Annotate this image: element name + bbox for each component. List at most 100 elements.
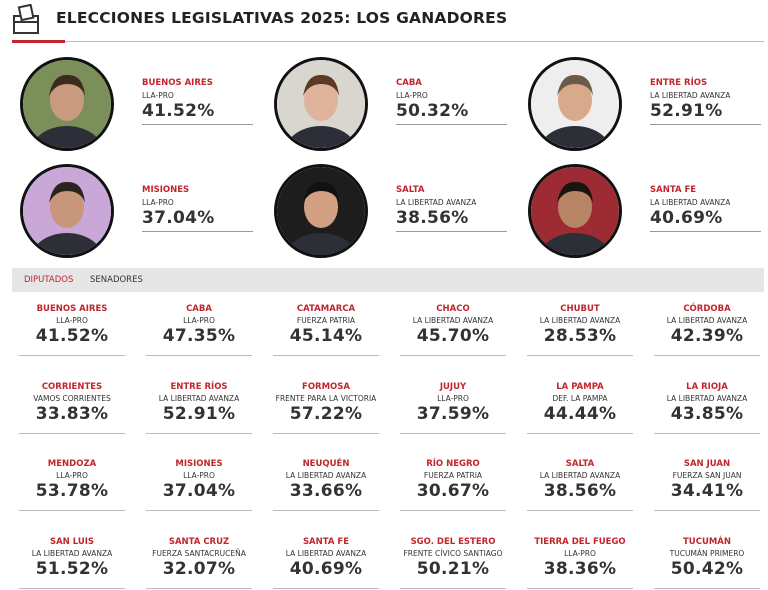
province: SANTA CRUZ: [168, 536, 230, 547]
separator: [654, 432, 760, 434]
party: LA LIBERTAD AVANZA: [31, 548, 113, 558]
result-cell: SANTA FE LA LIBERTAD AVANZA 40.69%: [266, 537, 386, 589]
separator: [527, 432, 633, 434]
separator: [400, 510, 506, 511]
percentage: 43.85%: [670, 403, 744, 424]
province: SAN LUIS: [49, 536, 95, 547]
featured-card: BUENOS AIRES LLA-PRO 41.52%: [20, 57, 260, 157]
percentage: 37.04%: [142, 208, 215, 228]
province: MENDOZA: [47, 459, 97, 469]
featured-card: SALTA LA LIBERTAD AVANZA 38.56%: [274, 164, 514, 264]
party: FUERZA SANTACRUCEÑA: [152, 548, 246, 558]
province: SAN JUAN: [683, 459, 731, 469]
party: LLA-PRO: [142, 198, 174, 207]
portrait: [274, 164, 368, 258]
result-cell: CÓRDOBA LA LIBERTAD AVANZA 42.39%: [647, 304, 767, 356]
percentage: 37.59%: [416, 403, 490, 424]
party: LLA-PRO: [183, 471, 215, 480]
result-cell: NEUQUÉN LA LIBERTAD AVANZA 33.66%: [266, 459, 386, 511]
result-cell: JUJUY LLA-PRO 37.59%: [393, 382, 513, 434]
separator: [146, 432, 252, 434]
result-cell: FORMOSA FRENTE PARA LA VICTORIA 57.22%: [266, 382, 386, 434]
province: FORMOSA: [302, 381, 350, 392]
portrait-image: [531, 167, 619, 255]
party: TUCUMÁN PRIMERO: [669, 548, 745, 558]
percentage: 42.39%: [670, 326, 744, 346]
tab[interactable]: DIPUTADOS: [24, 275, 74, 285]
result-cell: TIERRA DEL FUEGO LLA-PRO 38.36%: [520, 537, 640, 589]
percentage: 38.56%: [543, 481, 617, 501]
party: LA LIBERTAD AVANZA: [285, 548, 367, 558]
portrait-image: [23, 60, 111, 148]
province: RÍO NEGRO: [426, 459, 480, 469]
header-rule: [12, 41, 764, 42]
separator: [146, 587, 252, 589]
tab[interactable]: SENADORES: [90, 275, 143, 285]
result-cell: SALTA LA LIBERTAD AVANZA 38.56%: [520, 459, 640, 511]
separator: [650, 124, 761, 125]
province: CORRIENTES: [41, 381, 103, 392]
result-cell: CHACO LA LIBERTAD AVANZA 45.70%: [393, 304, 513, 356]
party: LA LIBERTAD AVANZA: [666, 316, 748, 325]
province: CHUBUT: [560, 304, 600, 314]
separator: [142, 124, 253, 125]
ballot-icon: [13, 4, 39, 34]
party: DEF. LA PAMPA: [552, 393, 608, 403]
province: CATAMARCA: [296, 304, 356, 314]
party: FUERZA PATRIA: [423, 471, 483, 480]
province: ENTRE RÍOS: [170, 381, 228, 392]
separator: [19, 432, 125, 434]
portrait-image: [531, 60, 619, 148]
party: LA LIBERTAD AVANZA: [650, 91, 731, 100]
separator: [527, 510, 633, 511]
percentage: 38.36%: [543, 558, 617, 579]
separator: [650, 231, 761, 232]
featured-card: SANTA FE LA LIBERTAD AVANZA 40.69%: [528, 164, 768, 264]
separator: [19, 355, 125, 356]
separator: [19, 587, 125, 589]
party: LA LIBERTAD AVANZA: [412, 316, 494, 325]
result-cell: CORRIENTES VAMOS CORRIENTES 33.83%: [12, 382, 132, 434]
result-cell: ENTRE RÍOS LA LIBERTAD AVANZA 52.91%: [139, 382, 259, 434]
portrait: [528, 164, 622, 258]
party: LA LIBERTAD AVANZA: [285, 471, 367, 480]
separator: [527, 355, 633, 356]
result-cell: MISIONES LLA-PRO 37.04%: [139, 459, 259, 511]
province: MISIONES: [175, 459, 223, 469]
separator: [396, 124, 507, 125]
separator: [400, 587, 506, 589]
percentage: 40.69%: [650, 208, 723, 228]
percentage: 47.35%: [162, 326, 236, 346]
percentage: 53.78%: [35, 481, 109, 501]
percentage: 50.32%: [396, 101, 469, 121]
percentage: 57.22%: [289, 403, 363, 424]
party: LLA-PRO: [56, 316, 88, 325]
province: TIERRA DEL FUEGO: [534, 536, 626, 547]
separator: [654, 355, 760, 356]
featured-card: CABA LLA-PRO 50.32%: [274, 57, 514, 157]
province: LA PAMPA: [556, 381, 604, 392]
featured-card: MISIONES LLA-PRO 37.04%: [20, 164, 260, 264]
party: LLA-PRO: [56, 471, 88, 480]
result-cell: MENDOZA LLA-PRO 53.78%: [12, 459, 132, 511]
separator: [400, 355, 506, 356]
separator: [654, 510, 760, 511]
province: TUCUMÁN: [683, 536, 731, 547]
percentage: 38.56%: [396, 208, 469, 228]
percentage: 52.91%: [650, 101, 723, 121]
province: LA RIOJA: [686, 381, 728, 392]
result-cell: SGO. DEL ESTERO FRENTE CÍVICO SANTIAGO 50.…: [393, 537, 513, 589]
percentage: 45.70%: [416, 326, 490, 346]
province: SANTA FE: [650, 185, 697, 195]
province: BUENOS AIRES: [142, 78, 213, 88]
separator: [19, 510, 125, 511]
province: CABA: [396, 78, 422, 88]
percentage: 41.52%: [35, 326, 109, 346]
party: LA LIBERTAD AVANZA: [158, 393, 240, 403]
separator: [396, 231, 507, 232]
percentage: 30.67%: [416, 481, 490, 501]
result-cell: CHUBUT LA LIBERTAD AVANZA 28.53%: [520, 304, 640, 356]
portrait-image: [277, 167, 365, 255]
separator: [273, 355, 379, 356]
